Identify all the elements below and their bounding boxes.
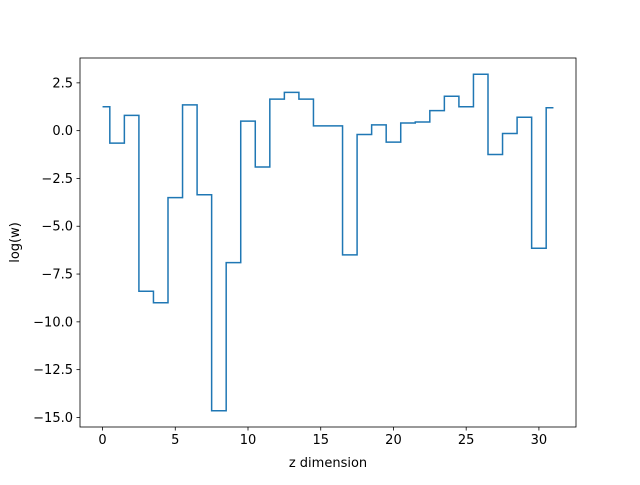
series-layer — [102, 73, 554, 412]
y-tick-label: −7.5 — [41, 268, 73, 283]
plot-frame — [79, 57, 577, 428]
y-tick-label: −10.0 — [33, 315, 73, 330]
x-tick-label: 15 — [312, 433, 329, 448]
y-tick-label: −15.0 — [33, 411, 73, 426]
x-axis: 0 5 10 15 20 25 30 — [98, 427, 547, 448]
y-axis: 2.5 0.0 −2.5 −5.0 −7.5 −10.0 −12.5 −15.0 — [33, 76, 80, 426]
series-line-0 — [102, 73, 554, 412]
y-tick-label: −2.5 — [41, 172, 73, 187]
x-tick-label: 0 — [98, 433, 106, 448]
x-tick-label: 5 — [171, 433, 179, 448]
x-tick-label: 30 — [531, 433, 548, 448]
x-tick-label: 25 — [458, 433, 475, 448]
y-tick-label: −12.5 — [33, 363, 73, 378]
y-tick-label: 2.5 — [52, 76, 73, 91]
x-tick-label: 20 — [385, 433, 402, 448]
y-tick-label: −5.0 — [41, 220, 73, 235]
x-axis-label: z dimension — [289, 456, 367, 471]
x-tick-label: 10 — [240, 433, 257, 448]
y-axis-label: log(w) — [8, 222, 23, 263]
y-tick-label: 0.0 — [52, 124, 73, 139]
